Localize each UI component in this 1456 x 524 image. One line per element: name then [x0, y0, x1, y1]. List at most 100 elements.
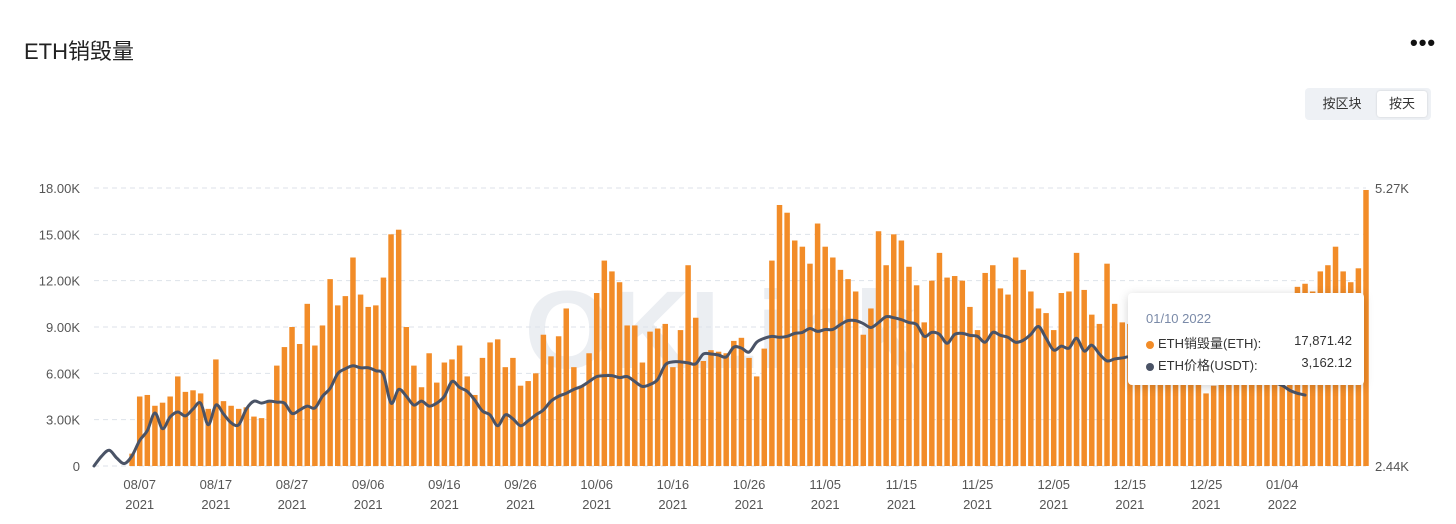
- bar: [1203, 393, 1209, 466]
- bar: [1157, 342, 1164, 466]
- by-block-button[interactable]: 按区块: [1322, 96, 1362, 111]
- bar: [845, 279, 851, 466]
- bar: [632, 325, 638, 466]
- by-day-button[interactable]: 按天: [1377, 91, 1427, 117]
- bar: [761, 348, 768, 466]
- line-series-dot-icon: [1146, 362, 1154, 371]
- bar: [418, 387, 425, 466]
- bar: [624, 325, 630, 466]
- bar: [388, 234, 394, 466]
- x-tick-label: 01/04: [1266, 477, 1299, 492]
- bar: [312, 345, 318, 466]
- x-tick-label: 10/06: [580, 477, 613, 492]
- bar: [822, 246, 828, 466]
- bar: [875, 231, 882, 466]
- tooltip-row-price: ETH价格(USDT): 3,162.12: [1146, 355, 1352, 374]
- bar: [1096, 323, 1103, 466]
- bar: [365, 306, 371, 466]
- bar: [837, 269, 844, 466]
- bar: [647, 331, 653, 466]
- bar: [1073, 252, 1080, 466]
- bar: [228, 405, 234, 466]
- x-tick-label: 12/25: [1190, 477, 1223, 492]
- bar: [746, 357, 752, 466]
- bar: [1058, 293, 1065, 466]
- x-tick-label: 12/05: [1037, 477, 1070, 492]
- bar: [266, 401, 272, 466]
- bar: [670, 367, 676, 466]
- granularity-toggle: 按区块 按天: [1305, 88, 1431, 120]
- bar: [357, 294, 364, 466]
- bar: [1195, 373, 1202, 466]
- bar: [1233, 367, 1240, 466]
- bar: [830, 257, 836, 466]
- bar: [197, 393, 204, 466]
- bar: [411, 365, 417, 466]
- bar: [1172, 370, 1179, 466]
- bar: [769, 260, 775, 466]
- bar: [1028, 291, 1034, 466]
- x-tick-label: 12/15: [1114, 477, 1147, 492]
- bar: [1218, 376, 1225, 466]
- bar: [738, 337, 745, 466]
- x-tick-year: 2021: [1039, 497, 1068, 512]
- x-tick-label: 09/26: [504, 477, 537, 492]
- bar: [1066, 291, 1072, 466]
- bar: [510, 357, 516, 466]
- bar: [243, 407, 250, 466]
- y2-tick-label: 2.44K: [1375, 459, 1409, 474]
- y-tick-label: 3.00K: [46, 413, 80, 428]
- x-tick-year: 2021: [1192, 497, 1221, 512]
- more-options-icon[interactable]: •••: [1410, 30, 1437, 55]
- bar: [1363, 189, 1369, 467]
- bar: [662, 323, 668, 466]
- bar: [1043, 313, 1049, 466]
- bar: [883, 265, 889, 466]
- bar: [1279, 308, 1285, 466]
- y-tick-label: 12.00K: [39, 274, 81, 289]
- tooltip-label: ETH价格(USDT):: [1158, 358, 1258, 373]
- bar: [1035, 308, 1042, 466]
- bar: [213, 359, 219, 466]
- bar: [1127, 323, 1133, 466]
- bar: [1089, 314, 1095, 466]
- bar: [281, 347, 288, 466]
- bar: [571, 367, 577, 466]
- bar: [700, 360, 707, 466]
- x-tick-label: 08/27: [276, 477, 309, 492]
- bar: [814, 223, 821, 466]
- x-tick-year: 2021: [506, 497, 535, 512]
- x-tick-label: 11/15: [886, 477, 918, 492]
- bar: [723, 353, 729, 466]
- x-tick-label: 11/05: [809, 477, 841, 492]
- page-title: ETH销毁量: [24, 39, 135, 64]
- x-tick-label: 09/06: [352, 477, 385, 492]
- bar: [380, 277, 387, 466]
- x-tick-label: 08/07: [123, 477, 156, 492]
- bar: [776, 204, 783, 467]
- bar: [891, 234, 897, 466]
- y-tick-label: 9.00K: [46, 320, 80, 335]
- bar: [548, 356, 554, 466]
- bar: [990, 265, 996, 466]
- bar: [182, 391, 189, 466]
- bar: [1256, 342, 1263, 466]
- bar: [1149, 348, 1156, 466]
- y-tick-label: 6.00K: [46, 366, 80, 381]
- x-tick-label: 10/26: [733, 477, 766, 492]
- bar: [274, 365, 280, 466]
- x-tick-year: 2021: [963, 497, 992, 512]
- y-tick-label: 18.00K: [39, 181, 81, 196]
- bar: [563, 308, 569, 466]
- price-line: [92, 314, 1307, 468]
- bar: [677, 330, 684, 466]
- bar: [327, 279, 333, 466]
- bar: [654, 328, 661, 466]
- bar: [487, 342, 493, 466]
- bar: [708, 350, 714, 466]
- bar: [441, 362, 448, 466]
- tooltip-row-burn: ETH销毁量(ETH): 17,871.42: [1146, 333, 1352, 352]
- x-tick-year: 2021: [1115, 497, 1144, 512]
- bar: [898, 240, 905, 466]
- x-tick-label: 10/16: [657, 477, 690, 492]
